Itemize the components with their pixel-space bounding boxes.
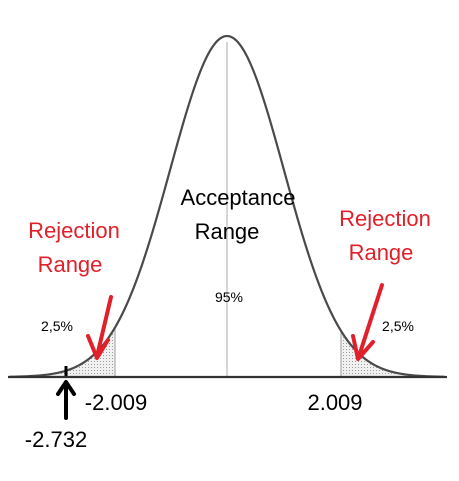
tail-right-percent-label: 2,5% bbox=[382, 318, 414, 334]
rejection-left-label-line2: Range bbox=[38, 252, 103, 277]
red-arrow-left-icon bbox=[86, 295, 113, 360]
bell-curve bbox=[9, 34, 445, 378]
rejection-left-label-line1: Rejection bbox=[28, 218, 120, 243]
critical-value-left-label: -2.009 bbox=[85, 390, 147, 415]
rejection-right-label-line2: Range bbox=[349, 240, 414, 265]
left-tail-shading bbox=[10, 327, 115, 377]
black-arrow-up-icon bbox=[56, 380, 76, 420]
center-percent-label: 95% bbox=[215, 289, 243, 305]
acceptance-label-line1: Acceptance bbox=[181, 185, 296, 210]
test-statistic-label: -2.732 bbox=[25, 427, 87, 452]
critical-value-right-label: 2.009 bbox=[307, 390, 362, 415]
red-arrow-right-icon bbox=[351, 283, 384, 361]
tail-left-percent-label: 2,5% bbox=[41, 318, 73, 334]
rejection-right-label-line1: Rejection bbox=[339, 206, 431, 231]
acceptance-label-line2: Range bbox=[195, 219, 260, 244]
right-tail-shading bbox=[341, 330, 444, 377]
